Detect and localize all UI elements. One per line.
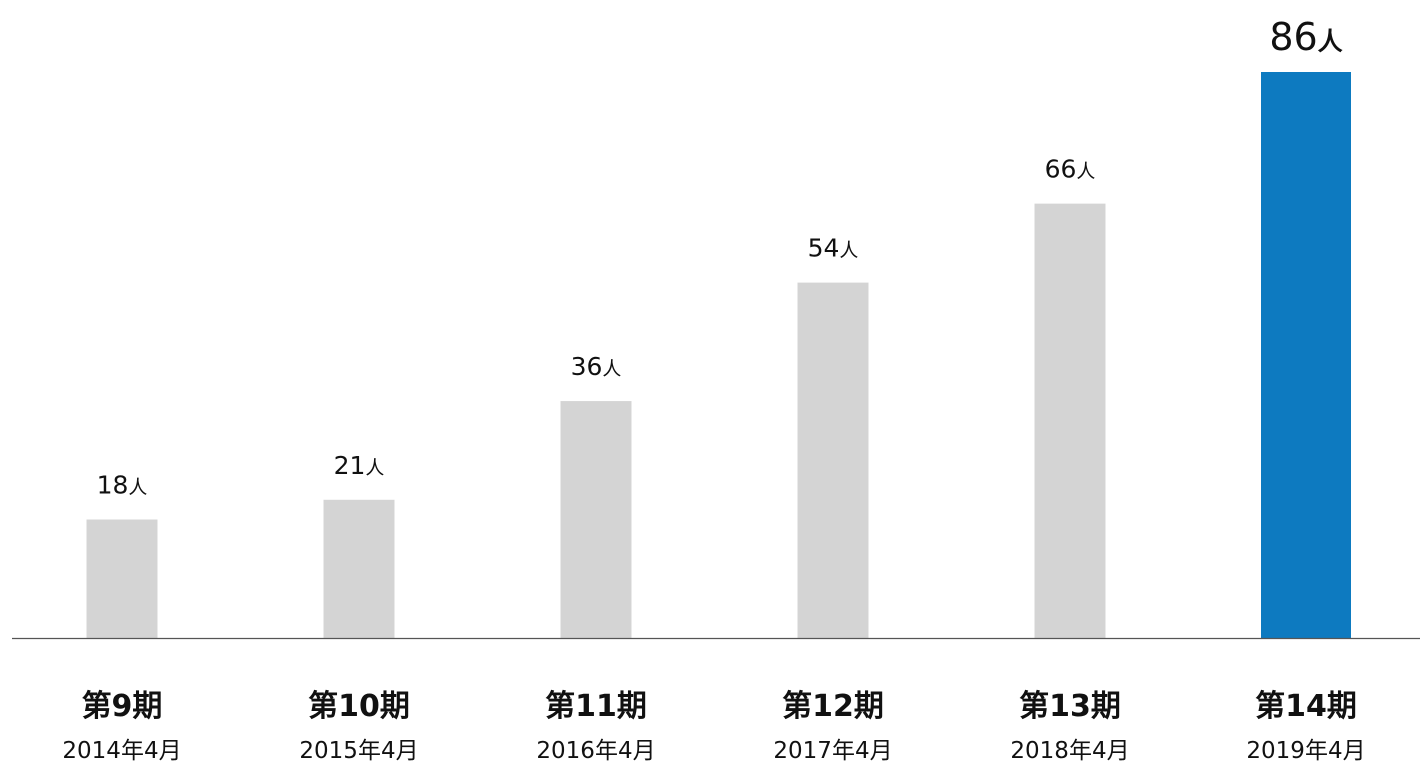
value-number: 18 [97,471,129,500]
category-period-label-4: 第12期 [782,689,884,724]
bar-3 [560,401,632,638]
value-label-1: 18人 [97,471,148,500]
value-unit: 人 [602,358,621,380]
value-unit: 人 [365,457,384,479]
value-label-3: 36人 [571,352,622,381]
value-number: 54 [808,234,840,263]
bar-2 [323,499,395,638]
category-labels-group: 第9期 2014年4月 第10期 2015年4月 第11期 2016年4月 第12期 2017… [62,689,1365,764]
value-label-2: 21人 [334,451,385,480]
category-period-label-5: 第13期 [1019,689,1121,724]
value-unit: 人 [1076,161,1095,183]
category-date-label-1: 2014年4月 [62,738,181,764]
value-label-6: 86人 [1269,15,1342,59]
value-label-4: 54人 [808,234,859,263]
category-date-label-2: 2015年4月 [299,738,418,764]
category-date-label-6: 2019年4月 [1246,738,1365,764]
value-number: 86 [1269,15,1317,59]
bar-6 [1261,72,1351,638]
value-label-5: 66人 [1045,155,1096,184]
bar-1 [86,519,158,638]
value-unit: 人 [128,477,147,499]
category-period-label-1: 第9期 [82,689,163,724]
value-number: 36 [571,352,603,381]
value-unit: 人 [839,240,858,262]
value-unit: 人 [1318,27,1343,56]
category-period-label-6: 第14期 [1255,689,1357,724]
category-date-label-3: 2016年4月 [536,738,655,764]
value-number: 21 [334,451,366,480]
bars-group [86,72,1351,638]
bar-4 [797,282,869,638]
bar-5 [1034,203,1106,638]
category-date-label-4: 2017年4月 [773,738,892,764]
category-period-label-3: 第11期 [545,689,647,724]
category-period-label-2: 第10期 [308,689,410,724]
category-date-label-5: 2018年4月 [1010,738,1129,764]
value-number: 66 [1045,155,1077,184]
